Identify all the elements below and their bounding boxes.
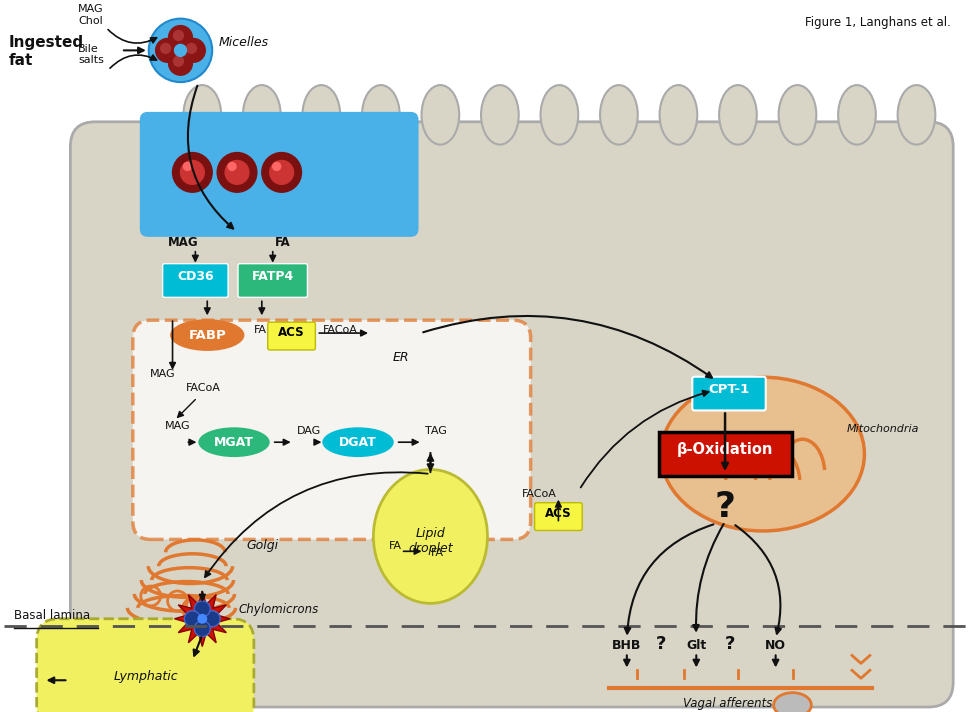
Circle shape (174, 44, 186, 56)
FancyBboxPatch shape (37, 619, 254, 712)
Circle shape (183, 162, 191, 170)
FancyBboxPatch shape (692, 377, 765, 410)
Text: FATP4: FATP4 (251, 270, 294, 283)
Ellipse shape (242, 85, 280, 145)
Text: MAG: MAG (149, 369, 175, 379)
Text: NO: NO (765, 639, 785, 651)
FancyBboxPatch shape (267, 322, 315, 350)
Circle shape (148, 19, 212, 82)
Text: FACoA: FACoA (521, 488, 556, 498)
Text: FABP: FABP (188, 328, 226, 342)
Ellipse shape (373, 469, 487, 603)
Ellipse shape (322, 427, 393, 457)
Ellipse shape (778, 85, 816, 145)
Ellipse shape (600, 85, 637, 145)
Ellipse shape (361, 85, 399, 145)
Text: Bile
salts: Bile salts (78, 43, 104, 66)
Polygon shape (174, 591, 230, 646)
Circle shape (217, 152, 257, 192)
Ellipse shape (837, 85, 875, 145)
Circle shape (169, 26, 192, 49)
Circle shape (225, 160, 249, 184)
Circle shape (204, 611, 220, 627)
Text: CD36: CD36 (177, 270, 213, 283)
FancyBboxPatch shape (71, 122, 953, 707)
Text: Chylomicrons: Chylomicrons (238, 603, 319, 616)
Text: FACoA: FACoA (185, 382, 220, 392)
Text: ER: ER (392, 351, 409, 364)
Circle shape (169, 51, 192, 75)
Circle shape (173, 31, 183, 41)
Text: CPT-1: CPT-1 (707, 382, 749, 396)
Circle shape (181, 38, 205, 62)
Ellipse shape (422, 85, 458, 145)
Text: MAG: MAG (168, 236, 198, 248)
Text: FA: FA (430, 548, 443, 558)
Text: FACoA: FACoA (323, 325, 358, 335)
Ellipse shape (198, 427, 269, 457)
Circle shape (184, 611, 201, 627)
Text: TAG: TAG (425, 426, 447, 436)
Text: Lipid
droplet: Lipid droplet (408, 528, 453, 555)
Circle shape (194, 621, 210, 637)
Ellipse shape (718, 85, 756, 145)
FancyBboxPatch shape (133, 320, 530, 540)
Text: ACS: ACS (278, 326, 304, 339)
FancyBboxPatch shape (140, 112, 418, 237)
Ellipse shape (661, 377, 863, 531)
Text: MGAT: MGAT (214, 436, 254, 449)
Text: Basal lamina: Basal lamina (14, 609, 90, 622)
Text: Golgi: Golgi (247, 539, 279, 553)
Circle shape (269, 160, 294, 184)
Text: DAG: DAG (297, 426, 321, 436)
Circle shape (194, 601, 210, 617)
Text: Ingested
fat: Ingested fat (9, 36, 84, 68)
Text: ?: ? (655, 634, 665, 652)
Text: MAG: MAG (165, 422, 190, 431)
Circle shape (155, 38, 179, 62)
FancyBboxPatch shape (237, 263, 307, 298)
Text: Lymphatic: Lymphatic (113, 670, 178, 684)
Text: ?: ? (714, 490, 735, 523)
Ellipse shape (183, 85, 221, 145)
Text: Vagal afferents: Vagal afferents (682, 697, 772, 710)
Circle shape (172, 152, 212, 192)
Text: FA: FA (254, 325, 266, 335)
Text: FA: FA (389, 541, 401, 551)
Ellipse shape (773, 693, 810, 712)
Ellipse shape (302, 85, 340, 145)
Circle shape (228, 162, 235, 170)
Ellipse shape (540, 85, 578, 145)
Ellipse shape (481, 85, 518, 145)
Text: Figure 1, Langhans et al.: Figure 1, Langhans et al. (804, 16, 951, 28)
Text: DGAT: DGAT (339, 436, 377, 449)
Circle shape (186, 43, 196, 53)
FancyBboxPatch shape (658, 432, 791, 476)
Text: Micelles: Micelles (218, 36, 268, 49)
Text: Mitochondria: Mitochondria (846, 424, 919, 434)
FancyBboxPatch shape (163, 263, 228, 298)
Text: Glt: Glt (685, 639, 705, 651)
Ellipse shape (170, 319, 244, 351)
Text: FA: FA (274, 236, 290, 248)
Text: ?: ? (724, 634, 735, 652)
Text: BHB: BHB (611, 639, 641, 651)
Circle shape (173, 56, 183, 66)
Text: β-Oxidation: β-Oxidation (676, 442, 772, 457)
Circle shape (272, 162, 280, 170)
FancyBboxPatch shape (534, 503, 581, 530)
Text: MAG
Chol: MAG Chol (78, 4, 104, 26)
Text: ACS: ACS (545, 507, 571, 520)
Circle shape (197, 614, 207, 624)
Circle shape (262, 152, 301, 192)
Circle shape (161, 43, 171, 53)
Circle shape (180, 160, 204, 184)
Ellipse shape (896, 85, 934, 145)
Ellipse shape (659, 85, 697, 145)
